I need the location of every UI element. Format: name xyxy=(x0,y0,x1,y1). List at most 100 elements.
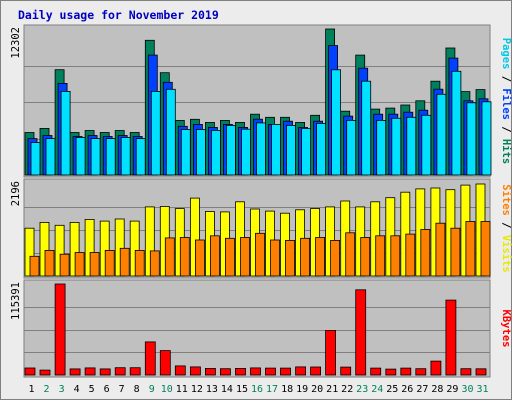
day-label-8: 8 xyxy=(134,384,140,395)
bar-kbytes-day-9 xyxy=(144,341,156,376)
bar-pages-day-20 xyxy=(316,123,327,176)
day-label-7: 7 xyxy=(119,384,125,395)
bar-visits-day-2 xyxy=(39,221,50,277)
bar-kbytes-day-8 xyxy=(129,367,141,376)
legend-entry-sep: / xyxy=(500,216,512,235)
bar-pages-day-15 xyxy=(241,128,251,176)
panel-hits: 12302 Pages / Files / Hits xyxy=(10,24,512,178)
panel-visits: 2196 Sites / Visits xyxy=(10,178,512,279)
bar-pages-day-22 xyxy=(346,120,357,176)
day-label-13: 13 xyxy=(206,384,218,395)
bar-pages-day-1 xyxy=(30,142,41,176)
bar-pages-day-4 xyxy=(75,137,86,176)
day-label-2: 2 xyxy=(43,384,49,395)
day-label-9: 9 xyxy=(149,384,155,395)
bar-sites-day-22 xyxy=(345,232,356,277)
bar-kbytes-day-18 xyxy=(280,367,291,376)
bar-visits-day-12 xyxy=(189,197,200,277)
day-label-25: 25 xyxy=(386,384,398,395)
bar-kbytes-day-29 xyxy=(445,299,457,376)
day-label-4: 4 xyxy=(74,384,80,395)
bar-sites-day-11 xyxy=(179,237,190,277)
bar-pages-day-30 xyxy=(466,102,477,176)
bar-sites-day-5 xyxy=(89,252,100,277)
bar-kbytes-day-6 xyxy=(99,368,111,376)
day-label-28: 28 xyxy=(431,384,443,395)
bar-sites-day-24 xyxy=(375,235,386,277)
bar-visits-day-4 xyxy=(69,221,80,277)
day-label-22: 22 xyxy=(341,384,353,395)
panel-visits-legend-label: Sites / Visits xyxy=(500,184,512,273)
legend-entry-files: Files xyxy=(500,88,512,120)
bar-kbytes-day-20 xyxy=(310,366,322,376)
day-label-10: 10 xyxy=(161,384,173,395)
bar-pages-day-10 xyxy=(165,88,176,176)
day-label-23: 23 xyxy=(356,384,368,395)
bar-kbytes-day-11 xyxy=(174,365,186,376)
legend-entry-visits: Visits xyxy=(500,235,512,273)
bar-visits-day-6 xyxy=(99,220,110,277)
panel-kbytes-legend-label: KBytes xyxy=(500,310,512,348)
panel-visits-axis-max-label: 2196 xyxy=(10,181,22,206)
bar-pages-day-23 xyxy=(361,80,372,176)
bar-pages-day-3 xyxy=(60,91,71,176)
bar-pages-day-9 xyxy=(150,91,161,176)
day-label-29: 29 xyxy=(446,384,458,395)
bar-pages-day-17 xyxy=(271,124,281,176)
bar-pages-day-27 xyxy=(421,114,432,176)
bar-sites-day-3 xyxy=(59,253,70,277)
bar-kbytes-day-15 xyxy=(235,367,246,376)
day-label-17: 17 xyxy=(266,384,278,395)
chart-title: Daily usage for November 2019 xyxy=(18,8,219,22)
bar-kbytes-day-27 xyxy=(415,368,427,376)
bar-kbytes-day-28 xyxy=(430,360,442,376)
day-label-18: 18 xyxy=(281,384,293,395)
bar-pages-day-28 xyxy=(436,93,447,176)
bar-kbytes-day-4 xyxy=(69,368,81,376)
bar-pages-day-16 xyxy=(256,122,266,176)
day-label-15: 15 xyxy=(236,384,248,395)
bar-kbytes-day-16 xyxy=(250,367,261,376)
bar-sites-day-7 xyxy=(119,247,130,277)
bar-pages-day-2 xyxy=(45,138,56,176)
day-label-5: 5 xyxy=(89,384,95,395)
day-label-27: 27 xyxy=(416,384,428,395)
bar-pages-day-14 xyxy=(225,125,236,176)
bar-sites-day-2 xyxy=(44,249,55,277)
day-label-21: 21 xyxy=(326,384,338,395)
bar-sites-day-16 xyxy=(255,232,265,277)
bar-kbytes-day-21 xyxy=(325,329,337,376)
legend-entry-hits: Hits xyxy=(500,139,512,164)
bar-sites-day-4 xyxy=(74,252,85,277)
bar-pages-day-7 xyxy=(120,137,131,176)
bar-pages-day-24 xyxy=(376,120,387,176)
panels-layer: 12302 Pages / Files / Hits 2196 Sites / Vis… xyxy=(10,24,512,378)
bar-kbytes-day-30 xyxy=(460,368,472,376)
panel-kbytes: 115391 KBytes xyxy=(10,279,512,378)
bar-kbytes-day-5 xyxy=(84,367,96,376)
bar-sites-day-23 xyxy=(360,237,371,277)
bar-sites-day-21 xyxy=(330,239,341,277)
bar-kbytes-day-2 xyxy=(39,369,51,376)
bar-kbytes-day-3 xyxy=(54,283,66,376)
bar-pages-day-21 xyxy=(331,69,342,176)
bar-kbytes-day-10 xyxy=(159,350,171,376)
bar-sites-day-8 xyxy=(134,249,145,277)
bar-kbytes-day-26 xyxy=(400,367,412,376)
panel-kbytes-axis-max-label: 115391 xyxy=(10,282,22,320)
bar-pages-day-8 xyxy=(135,138,146,176)
bar-sites-day-10 xyxy=(164,237,175,277)
bar-sites-day-14 xyxy=(224,237,235,277)
legend-entry-kbytes: KBytes xyxy=(500,310,512,348)
bar-sites-day-6 xyxy=(104,249,115,277)
bar-kbytes-day-24 xyxy=(370,367,382,376)
bar-visits-day-5 xyxy=(84,218,95,277)
bar-sites-day-9 xyxy=(149,250,160,277)
day-label-3: 3 xyxy=(59,384,65,395)
panel-kbytes-background xyxy=(23,279,491,378)
day-label-31: 31 xyxy=(476,384,488,395)
bar-pages-day-25 xyxy=(391,117,402,176)
day-label-11: 11 xyxy=(176,384,188,395)
